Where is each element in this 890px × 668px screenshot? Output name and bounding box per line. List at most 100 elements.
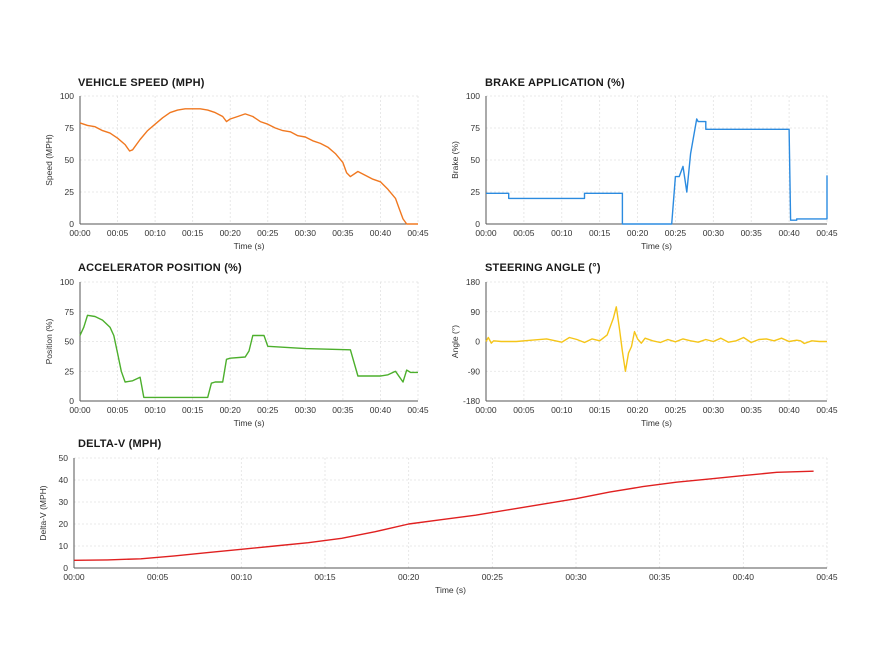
x-tick-label: 00:15: [589, 405, 611, 415]
x-tick-label: 00:10: [551, 405, 573, 415]
series-line: [485, 306, 827, 373]
x-tick-label: 00:20: [627, 405, 649, 415]
y-tick-label: 25: [471, 187, 481, 197]
y-tick-label: 0: [475, 219, 480, 229]
x-tick-label: 00:10: [231, 572, 253, 582]
x-tick-label: 00:05: [107, 405, 129, 415]
x-tick-label: 00:30: [295, 228, 317, 238]
x-tick-label: 00:45: [816, 405, 838, 415]
y-axis-label: Position (%): [44, 318, 54, 364]
x-axis-label: Time (s): [234, 241, 265, 251]
x-tick-label: 00:10: [551, 228, 573, 238]
x-tick-label: 00:00: [69, 405, 91, 415]
x-tick-label: 00:05: [513, 228, 535, 238]
series-line: [79, 108, 418, 225]
y-tick-label: 20: [59, 519, 69, 529]
y-tick-label: 40: [59, 475, 69, 485]
x-tick-label: 00:35: [741, 405, 763, 415]
delta-v-plot: 00:00 00:05 00:10 00:15 00:20 00:25 00:30 00:35…: [40, 453, 838, 595]
y-tick-label: 0: [69, 219, 74, 229]
x-tick-label: 00:00: [475, 405, 497, 415]
x-tick-label: 00:40: [370, 405, 392, 415]
y-tick-label: -90: [468, 366, 481, 376]
y-tick-label: 180: [466, 277, 480, 287]
chart-title: BRAKE APPLICATION (%): [485, 77, 625, 89]
x-tick-label: 00:10: [144, 405, 166, 415]
series-line: [79, 314, 418, 399]
x-tick-label: 00:00: [69, 228, 91, 238]
x-axis-label: Time (s): [641, 241, 672, 251]
x-tick-label: 00:20: [220, 228, 242, 238]
y-tick-label: 50: [65, 155, 75, 165]
delta-v-chart: DELTA-V (MPH) 00:00 00:05 00:10 00:15 00:20 0…: [40, 434, 850, 604]
series-line: [486, 118, 828, 225]
accelerator-position-plot: 00:00 00:05 00:10 00:15 00:20 00:25 00:30 00:35…: [44, 277, 429, 428]
y-tick-label: 50: [59, 453, 69, 463]
y-axis-label: Brake (%): [450, 141, 460, 179]
x-tick-label: 00:05: [107, 228, 129, 238]
y-tick-label: 0: [69, 396, 74, 406]
brake-application-chart: BRAKE APPLICATION (%) 00:00 00:05 00:10 00:…: [448, 72, 848, 257]
y-tick-label: 30: [59, 497, 69, 507]
x-tick-label: 00:40: [778, 405, 800, 415]
y-tick-label: 10: [59, 541, 69, 551]
x-tick-label: 00:30: [703, 228, 725, 238]
x-tick-label: 00:30: [565, 572, 587, 582]
x-tick-label: 00:15: [589, 228, 611, 238]
y-axis-label: Delta-V (MPH): [40, 485, 48, 540]
accelerator-position-chart: ACCELERATOR POSITION (%) 00:00 00:05 00:10…: [40, 257, 440, 437]
x-tick-label: 00:30: [703, 405, 725, 415]
x-tick-label: 00:35: [332, 228, 354, 238]
x-tick-label: 00:40: [778, 228, 800, 238]
x-tick-label: 00:35: [332, 405, 354, 415]
x-axis-label: Time (s): [641, 418, 672, 428]
y-tick-label: 25: [65, 187, 75, 197]
steering-angle-chart: STEERING ANGLE (°) 00:00 00:05 00:10 00:15 0…: [448, 257, 848, 437]
y-tick-label: -180: [463, 396, 480, 406]
y-tick-label: 75: [65, 307, 75, 317]
x-tick-label: 00:05: [147, 572, 169, 582]
vehicle-speed-plot: 00:00 00:05 00:10 00:15 00:20 00:25 00:30 00:35…: [44, 91, 429, 251]
x-tick-label: 00:45: [407, 405, 429, 415]
x-tick-label: 00:20: [220, 405, 242, 415]
x-tick-label: 00:35: [741, 228, 763, 238]
x-tick-label: 00:10: [144, 228, 166, 238]
chart-title: VEHICLE SPEED (MPH): [78, 77, 205, 89]
chart-title: ACCELERATOR POSITION (%): [78, 262, 242, 274]
y-tick-label: 75: [65, 123, 75, 133]
y-axis-label: Speed (MPH): [44, 134, 54, 186]
x-tick-label: 00:45: [407, 228, 429, 238]
x-tick-label: 00:05: [513, 405, 535, 415]
chart-title: DELTA-V (MPH): [78, 438, 162, 450]
y-tick-label: 100: [60, 277, 74, 287]
x-tick-label: 00:00: [475, 228, 497, 238]
y-tick-label: 75: [471, 123, 481, 133]
x-axis-label: Time (s): [435, 585, 466, 595]
x-tick-label: 00:25: [482, 572, 504, 582]
x-tick-label: 00:15: [182, 228, 204, 238]
y-axis-label: Angle (°): [450, 325, 460, 358]
y-tick-label: 50: [471, 155, 481, 165]
x-tick-label: 00:25: [257, 405, 279, 415]
chart-title: STEERING ANGLE (°): [485, 262, 601, 274]
y-tick-label: 0: [475, 337, 480, 347]
x-tick-label: 00:25: [665, 228, 687, 238]
x-tick-label: 00:00: [63, 572, 85, 582]
series-line: [73, 470, 814, 561]
x-tick-label: 00:45: [816, 228, 838, 238]
x-tick-label: 00:30: [295, 405, 317, 415]
x-tick-label: 00:40: [733, 572, 755, 582]
x-tick-label: 00:40: [370, 228, 392, 238]
x-tick-label: 00:20: [398, 572, 420, 582]
x-tick-label: 00:15: [314, 572, 336, 582]
steering-angle-plot: 00:00 00:05 00:10 00:15 00:20 00:25 00:30 00:35…: [450, 277, 838, 428]
y-tick-label: 100: [60, 91, 74, 101]
y-tick-label: 100: [466, 91, 480, 101]
x-tick-label: 00:25: [257, 228, 279, 238]
y-tick-label: 25: [65, 366, 75, 376]
y-tick-label: 90: [471, 307, 481, 317]
brake-application-plot: 00:00 00:05 00:10 00:15 00:20 00:25 00:30 00:35…: [450, 91, 838, 251]
x-tick-label: 00:20: [627, 228, 649, 238]
x-tick-label: 00:15: [182, 405, 204, 415]
x-tick-label: 00:25: [665, 405, 687, 415]
